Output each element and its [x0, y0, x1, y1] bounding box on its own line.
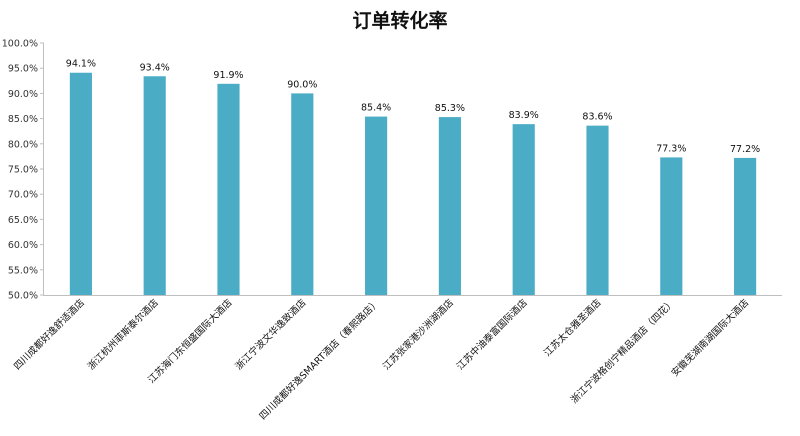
category-label: 浙江宁波文华逸致酒店: [233, 297, 309, 373]
bar: [660, 157, 683, 295]
bar: [69, 72, 92, 296]
bar-value-label: 77.3%: [656, 143, 686, 154]
bar: [438, 117, 461, 295]
bar-value-label: 85.4%: [361, 103, 391, 114]
data-labels: 94.1% 93.4% 91.9% 90.0% 85.4% 85.3% 83.9% 83.6%…: [66, 59, 760, 155]
y-tick-label: 55.0%: [8, 265, 38, 276]
y-tick-label: 85.0%: [8, 114, 38, 125]
bar-value-label: 93.4%: [140, 62, 170, 73]
y-tick-label: 70.0%: [8, 190, 38, 201]
category-label: 四川成都好逸SMART酒店（春熙路店）: [257, 297, 382, 422]
bar-value-label: 77.2%: [730, 144, 760, 155]
bar-value-label: 85.3%: [435, 103, 465, 114]
bar: [291, 93, 314, 296]
category-label: 四川成都好逸舒适酒店: [11, 297, 87, 373]
bar-value-label: 83.9%: [509, 110, 539, 121]
bar-value-label: 91.9%: [213, 70, 243, 81]
y-tick-label: 100.0%: [2, 39, 38, 50]
chart-title: 订单转化率: [352, 9, 447, 32]
bar: [365, 116, 388, 295]
y-tick-label: 90.0%: [8, 89, 38, 100]
y-tick-label: 75.0%: [8, 165, 38, 176]
y-tick-label: 50.0%: [8, 291, 38, 302]
bar: [143, 76, 166, 295]
category-labels: 四川成都好逸舒适酒店浙江杭州菲斯泰尔酒店江苏海门东恒盛国际大酒店浙江宁波文华逸致…: [11, 297, 751, 422]
bar: [586, 125, 609, 295]
y-tick-label: 60.0%: [8, 240, 38, 251]
category-label: 江苏太仓雅圣酒店: [541, 297, 603, 359]
bar: [512, 124, 535, 295]
category-label: 江苏海门东恒盛国际大酒店: [146, 297, 235, 386]
category-label: 浙江杭州菲斯泰尔酒店: [85, 297, 161, 373]
y-tick-label: 65.0%: [8, 215, 38, 226]
category-label: 江苏张家港沙洲湖酒店: [380, 297, 456, 373]
category-label: 江苏中油泰富国际酒店: [454, 297, 530, 373]
bar: [217, 83, 240, 295]
bar: [734, 157, 757, 295]
y-tick-label: 95.0%: [8, 64, 38, 75]
bar-value-label: 90.0%: [287, 79, 317, 90]
bar-series: [69, 72, 757, 296]
y-axis-ticks: 50.0% 55.0% 60.0% 65.0% 70.0% 75.0% 80.0% 85.0%…: [2, 39, 44, 302]
bar-value-label: 83.6%: [582, 112, 612, 123]
category-label: 安徽芜湖南湖国际大酒店: [669, 297, 751, 379]
bar-value-label: 94.1%: [66, 59, 96, 70]
y-tick-label: 80.0%: [8, 139, 38, 150]
